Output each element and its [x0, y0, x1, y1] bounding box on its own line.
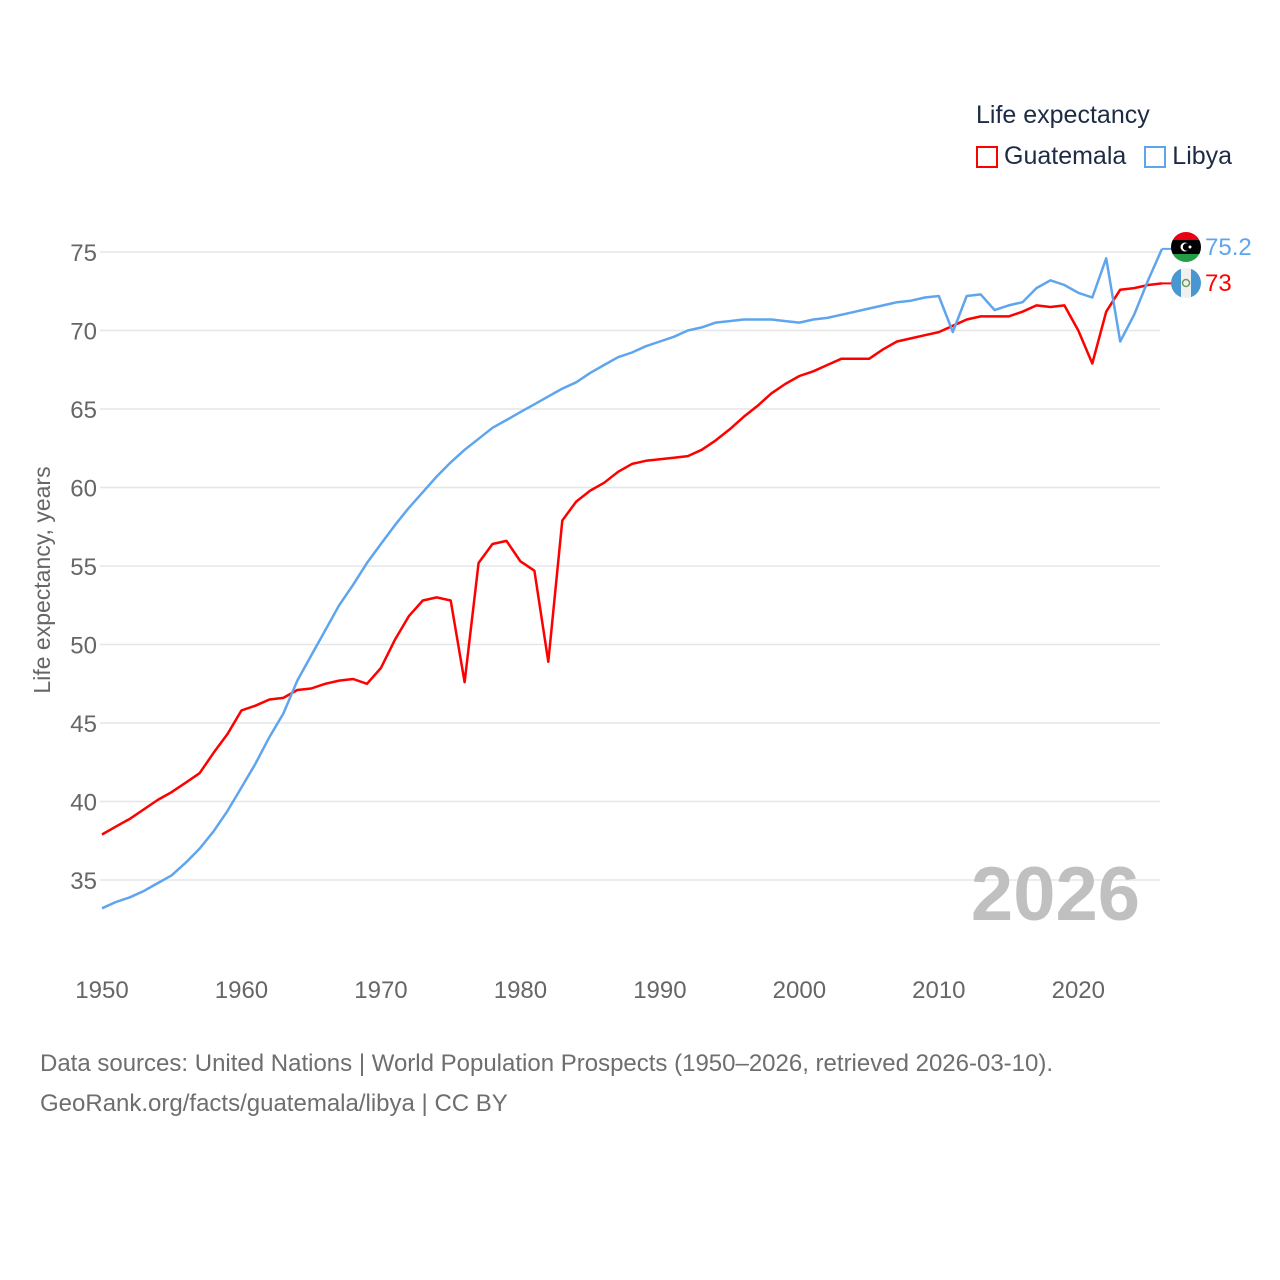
y-axis-label: Life expectancy, years — [29, 466, 55, 693]
legend-label: Libya — [1172, 142, 1233, 170]
end-value-label: 73 — [1205, 270, 1232, 297]
sources-link[interactable]: GeoRank.org/facts/guatemala/libya | CC B… — [40, 1090, 508, 1117]
series-lines — [101, 248, 1164, 910]
guatemala-flag-icon — [1171, 268, 1201, 298]
series-line-guatemala — [101, 282, 1163, 836]
libya-flag-icon — [1171, 232, 1201, 262]
y-tick-label: 35 — [70, 868, 97, 895]
x-tick-label: 1980 — [494, 977, 547, 1004]
grid — [100, 251, 1160, 881]
y-tick-label: 45 — [70, 711, 97, 738]
end-value-label: 75.2 — [1205, 234, 1252, 261]
y-tick-label: 70 — [70, 319, 97, 346]
flag-body — [1171, 268, 1201, 298]
x-tick-label: 1950 — [75, 977, 128, 1004]
x-tick-label: 2000 — [773, 977, 826, 1004]
y-axis: 35 40 45 50 55 60 65 70 75 — [70, 240, 97, 895]
x-tick-label: 1960 — [215, 977, 268, 1004]
x-tick-label: 1990 — [633, 977, 686, 1004]
x-axis: 1950 1960 1970 1980 1990 2000 2010 2020 — [75, 977, 1105, 1004]
end-labels: 73 75.2 — [1162, 232, 1252, 298]
flag-stripe — [1171, 232, 1201, 240]
x-tick-label: 1970 — [354, 977, 407, 1004]
sources-line: Data sources: United Nations | World Pop… — [40, 1050, 1054, 1077]
y-tick-label: 50 — [70, 633, 97, 660]
x-tick-label: 2010 — [912, 977, 965, 1004]
y-tick-label: 55 — [70, 554, 97, 581]
year-label: 2026 — [971, 852, 1140, 937]
legend-label: Guatemala — [1004, 142, 1127, 170]
series-line-libya — [101, 248, 1164, 910]
x-tick-label: 2020 — [1052, 977, 1105, 1004]
legend-title: Life expectancy — [976, 101, 1150, 129]
legend-swatch-guatemala — [976, 145, 998, 168]
legend-item-guatemala[interactable]: Guatemala — [976, 142, 1126, 171]
flag-stripe — [1181, 268, 1191, 298]
crescent-cut — [1182, 243, 1191, 251]
star — [1188, 245, 1192, 249]
flag-body — [1171, 232, 1201, 262]
flag-stripe — [1171, 254, 1201, 262]
legend-swatch-libya — [1144, 145, 1167, 168]
y-tick-label: 40 — [70, 790, 97, 817]
y-tick-label: 60 — [70, 476, 97, 503]
legend: Guatemala Libya — [976, 142, 1232, 171]
emblem — [1181, 278, 1191, 288]
flag-stripe — [1171, 268, 1181, 298]
y-tick-label: 65 — [70, 397, 97, 424]
y-tick-label: 75 — [70, 240, 97, 267]
legend-item-libya[interactable]: Libya — [1144, 142, 1232, 171]
data-sources: Data sources: United Nations | World Pop… — [40, 1044, 1053, 1124]
flag-stripe — [1191, 268, 1201, 298]
